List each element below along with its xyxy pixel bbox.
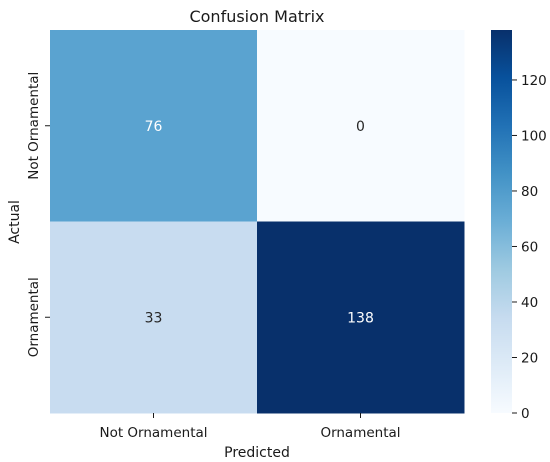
cell-value-label: 76: [145, 119, 163, 135]
cell-value-label: 33: [145, 310, 163, 326]
heatmap-cells: [50, 30, 465, 414]
colorbar: [491, 30, 512, 413]
x-tick-label: Ornamental: [320, 425, 400, 441]
heatmap-cell: [257, 30, 465, 222]
colorbar-tick-label: 80: [521, 184, 538, 200]
x-axis-ticks: Not Ornamental Ornamental: [99, 413, 401, 441]
colorbar-tick-label: 40: [521, 295, 538, 311]
colorbar-tick-label: 20: [521, 350, 538, 366]
colorbar-ticks: 0 20 40 60 80 100 120: [512, 73, 547, 422]
x-tick-label: Not Ornamental: [99, 425, 207, 441]
heatmap-cell-labels: 76 0 33 138: [145, 119, 374, 327]
y-tick-label: Ornamental: [26, 277, 42, 357]
y-axis-label: Actual: [7, 200, 23, 244]
chart-title: Confusion Matrix: [189, 7, 324, 26]
y-tick-label: Not Ornamental: [26, 72, 42, 180]
cell-value-label: 0: [356, 119, 365, 135]
heatmap-cell: [50, 30, 258, 222]
cell-value-label: 138: [347, 310, 374, 326]
heatmap-cell: [50, 221, 258, 414]
x-axis-label: Predicted: [224, 445, 290, 461]
colorbar-tick-label: 60: [521, 239, 538, 255]
y-axis-ticks: Not Ornamental Ornamental: [26, 72, 50, 357]
heatmap-cell: [257, 221, 465, 414]
colorbar-tick-label: 0: [521, 406, 530, 422]
colorbar-tick-label: 100: [521, 128, 547, 144]
colorbar-tick-label: 120: [521, 73, 547, 89]
